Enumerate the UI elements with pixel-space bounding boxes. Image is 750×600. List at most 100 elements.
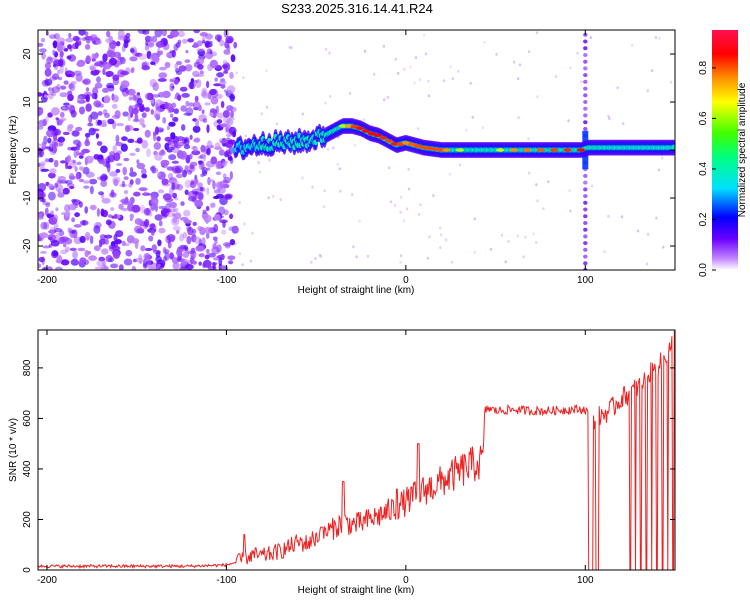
noise-speckle — [83, 185, 90, 189]
noise-speckle — [197, 245, 205, 252]
noise-speckle — [41, 141, 47, 150]
x-tick-label: -100 — [216, 575, 236, 586]
noise-speckle — [260, 112, 264, 116]
noise-speckle — [40, 192, 46, 199]
noise-speckle — [489, 247, 493, 251]
y-tick-label: 800 — [22, 359, 33, 376]
noise-speckle — [181, 124, 186, 131]
noise-speckle — [122, 243, 130, 247]
noise-speckle — [201, 87, 208, 94]
noise-speckle — [44, 158, 51, 163]
noise-speckle — [84, 139, 91, 147]
noise-speckle — [223, 70, 229, 74]
spike-column-cell — [583, 39, 588, 44]
noise-speckle — [51, 86, 61, 93]
noise-speckle — [85, 87, 90, 92]
noise-speckle — [165, 235, 172, 244]
noise-speckle — [568, 189, 571, 193]
noise-speckle — [155, 103, 159, 111]
noise-speckle — [124, 125, 131, 133]
noise-speckle — [183, 244, 189, 250]
noise-speckle — [115, 122, 125, 127]
noise-speckle — [196, 48, 205, 52]
noise-speckle — [187, 250, 196, 255]
noise-speckle — [70, 233, 74, 238]
noise-speckle — [275, 122, 279, 126]
noise-speckle — [527, 137, 530, 141]
noise-speckle — [229, 213, 234, 220]
noise-speckle — [229, 156, 234, 164]
noise-speckle — [84, 250, 89, 258]
noise-speckle — [129, 213, 134, 219]
noise-speckle — [89, 178, 98, 185]
noise-speckle — [128, 96, 133, 101]
noise-speckle — [62, 131, 70, 136]
noise-speckle — [195, 73, 205, 77]
noise-speckle — [507, 240, 510, 243]
noise-speckle — [84, 44, 91, 50]
noise-speckle — [458, 163, 462, 167]
y-tick-label: 400 — [22, 460, 33, 477]
noise-speckle — [205, 248, 210, 254]
noise-speckle — [229, 93, 235, 102]
snr-panel: -200 -100 0 100 0 200 400 600 800 Height of stra… — [8, 329, 676, 596]
colorbar-tick-label: 0.6 — [698, 111, 709, 125]
noise-speckle — [78, 30, 86, 36]
noise-speckle — [40, 222, 48, 230]
noise-speckle — [193, 179, 198, 186]
y-tick-label: -20 — [22, 238, 33, 253]
noise-speckle — [127, 112, 131, 122]
noise-speckle — [59, 50, 64, 58]
noise-speckle — [156, 50, 161, 58]
noise-speckle — [77, 95, 83, 103]
noise-speckle — [108, 44, 117, 49]
noise-speckle — [113, 152, 121, 161]
noise-speckle — [116, 163, 123, 166]
noise-speckle — [91, 92, 98, 100]
noise-speckle — [318, 253, 321, 257]
noise-speckle — [535, 31, 539, 35]
noise-speckle — [202, 259, 212, 268]
noise-speckle — [67, 125, 73, 132]
noise-speckle — [123, 176, 129, 181]
noise-speckle — [164, 136, 172, 142]
noise-speckle — [94, 82, 103, 89]
noise-speckle — [222, 242, 232, 247]
noise-speckle — [536, 199, 539, 203]
noise-speckle — [188, 81, 196, 90]
noise-speckle — [179, 233, 185, 242]
noise-speckle — [130, 167, 134, 174]
noise-speckle — [373, 72, 376, 76]
noise-speckle — [231, 225, 239, 234]
noise-speckle — [44, 207, 49, 216]
noise-speckle — [516, 234, 520, 238]
noise-speckle — [114, 239, 122, 245]
noise-speckle — [576, 51, 579, 55]
noise-speckle — [48, 157, 54, 163]
noise-speckle — [166, 234, 176, 242]
colorbar-axes: 0.0 0.2 0.4 0.6 0.8 — [698, 61, 716, 277]
noise-speckle — [76, 150, 80, 156]
noise-speckle — [135, 257, 144, 263]
noise-speckle — [197, 63, 204, 70]
noise-speckle — [57, 175, 67, 182]
noise-speckle — [238, 201, 241, 204]
noise-speckle — [154, 108, 161, 118]
noise-speckle — [110, 263, 119, 269]
noise-speckle — [166, 125, 171, 131]
noise-speckle — [122, 166, 127, 176]
noise-speckle — [440, 233, 443, 237]
noise-speckle — [173, 207, 179, 213]
noise-speckle — [194, 137, 201, 143]
noise-speckle — [215, 93, 223, 99]
noise-speckle — [172, 225, 181, 231]
noise-speckle — [136, 162, 146, 170]
noise-speckle — [228, 139, 237, 145]
noise-speckle — [76, 172, 80, 180]
noise-speckle — [428, 235, 431, 239]
noise-speckle — [495, 52, 498, 56]
noise-speckle — [152, 35, 158, 43]
noise-speckle — [228, 260, 234, 265]
noise-speckle — [202, 152, 206, 162]
